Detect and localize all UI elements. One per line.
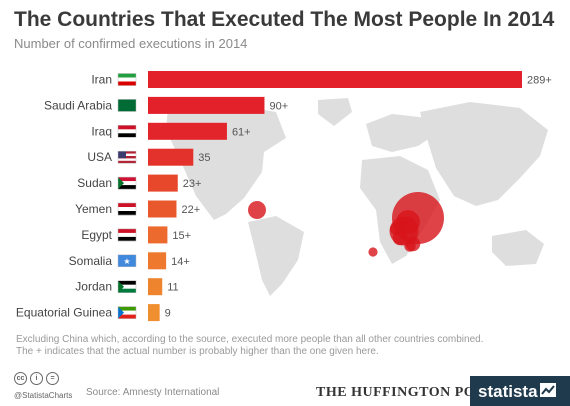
category-label-saudi-arabia: Saudi Arabia — [44, 98, 112, 112]
twitter-handle[interactable]: @StatistaCharts — [14, 391, 73, 400]
value-label-sudan: 23+ — [183, 178, 202, 190]
chart-title: The Countries That Executed The Most Peo… — [14, 8, 555, 31]
category-label-iran: Iran — [91, 73, 112, 87]
bar-usa — [148, 148, 194, 166]
flag-yemen-icon — [117, 202, 137, 216]
footer: cc i = @StatistaCharts Source: Amnesty I… — [0, 364, 570, 406]
category-label-jordan: Jordan — [75, 280, 112, 294]
flag-saudi-arabia-icon — [117, 99, 137, 112]
chart-area: Iran 289+ Saudi Arabia 90+ Iraq 61+ USA 35 Sudan… — [16, 71, 552, 322]
category-label-sudan: Sudan — [77, 176, 112, 190]
footnote-1: Excluding China which, according to the … — [16, 334, 484, 345]
category-label-yemen: Yemen — [75, 202, 112, 216]
map-greenland — [318, 98, 352, 126]
flag-somalia-icon: ★ — [117, 254, 137, 268]
category-label-egypt: Egypt — [81, 228, 112, 242]
huffington-post-logo[interactable]: THE HUFFINGTON POST — [316, 385, 494, 400]
value-label-jordan: 11 — [167, 282, 178, 294]
value-label-usa: 35 — [198, 152, 210, 164]
bar-somalia — [148, 252, 167, 270]
bar-iran — [148, 71, 522, 88]
category-label-somalia: Somalia — [69, 254, 113, 268]
flag-sudan-icon — [117, 176, 137, 190]
bubble-jordan — [396, 219, 408, 231]
creative-commons-icon: cc — [14, 372, 27, 385]
bar-sudan — [148, 174, 178, 192]
bar-equatorial-guinea — [148, 304, 160, 322]
category-label-equatorial-guinea: Equatorial Guinea — [16, 306, 112, 320]
value-label-iran: 289+ — [527, 75, 552, 87]
chart-subtitle: Number of confirmed executions in 2014 — [14, 36, 248, 51]
source-text: Source: Amnesty International — [86, 387, 220, 398]
flag-equatorial-guinea-icon — [117, 306, 137, 319]
bubble-usa — [248, 201, 266, 219]
bar-saudi-arabia — [148, 96, 265, 114]
statista-mark-icon — [540, 383, 556, 397]
value-label-iraq: 61+ — [232, 126, 251, 138]
attribution-icon: i — [30, 372, 43, 385]
map-bubbles — [248, 192, 444, 257]
bar-egypt — [148, 226, 168, 244]
statista-logo[interactable]: statista — [478, 382, 538, 401]
flag-usa-icon — [117, 150, 137, 164]
category-label-usa: USA — [87, 150, 112, 164]
flag-egypt-icon — [117, 228, 137, 242]
value-label-saudi-arabia: 90+ — [269, 100, 288, 112]
bar-iraq — [148, 122, 227, 140]
footnote-2: The + indicates that the actual number i… — [16, 346, 379, 357]
world-map — [166, 98, 548, 296]
category-label-iraq: Iraq — [91, 124, 112, 138]
map-europe — [366, 114, 436, 152]
flag-iraq-icon — [117, 125, 137, 138]
map-south-america — [248, 216, 304, 296]
value-label-egypt: 15+ — [172, 230, 191, 242]
bar-yemen — [148, 200, 177, 218]
no-derivatives-icon: = — [46, 372, 59, 385]
bar-rows: Iran 289+ Saudi Arabia 90+ Iraq 61+ USA 35 Sudan… — [16, 71, 552, 322]
flag-jordan-icon — [117, 280, 137, 293]
value-label-somalia: 14+ — [171, 256, 190, 268]
bubble-somalia — [404, 240, 416, 252]
flag-iran-icon — [117, 73, 137, 86]
bar-jordan — [148, 278, 163, 296]
map-australia — [492, 230, 544, 266]
bubble-equatorial-guinea — [368, 247, 378, 257]
map-asia — [420, 102, 548, 206]
value-label-yemen: 22+ — [181, 204, 200, 216]
license-icons[interactable]: cc i = — [14, 372, 59, 385]
value-label-equatorial-guinea: 9 — [165, 308, 171, 320]
svg-text:★: ★ — [123, 257, 130, 266]
